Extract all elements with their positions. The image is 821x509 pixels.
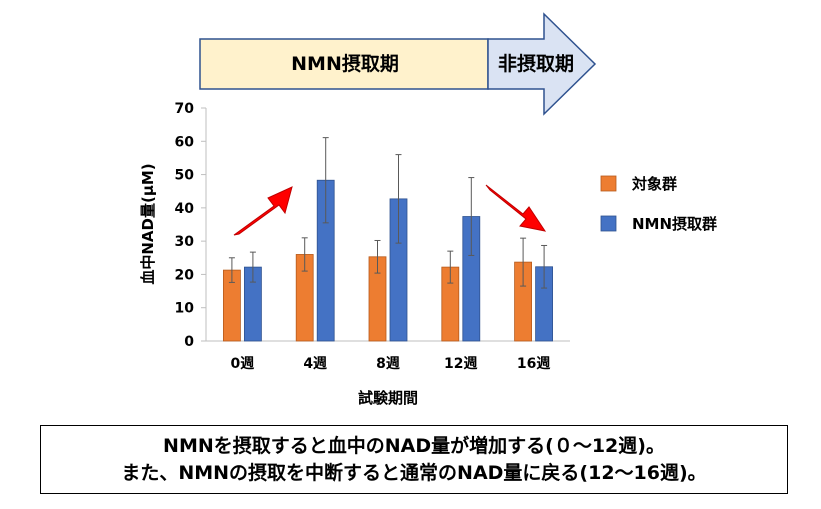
caption-line-2: また、NMNの摂取を中断すると通常のNAD量に戻る(12～16週)。 bbox=[121, 461, 707, 484]
error-bar-marks bbox=[228, 137, 548, 289]
x-tick-label: 0週 bbox=[231, 356, 255, 372]
increase-arrow bbox=[233, 186, 293, 236]
legend-swatch bbox=[600, 175, 617, 192]
x-tick-label: 16週 bbox=[517, 356, 550, 372]
y-tick-label: 30 bbox=[175, 234, 195, 250]
y-tick-labels: 0 10 20 30 40 50 60 70 bbox=[175, 101, 206, 350]
legend-label: NMN摂取群 bbox=[632, 215, 717, 233]
y-tick-label: 50 bbox=[175, 168, 195, 184]
non-intake-phase-label: 非摂取期 bbox=[498, 52, 574, 75]
intake-phase-label: NMN摂取期 bbox=[291, 52, 399, 75]
caption-box: NMNを摂取すると血中のNAD量が増加する(０～12週)。 また、NMNの摂取を… bbox=[40, 425, 788, 494]
x-tick-label: 4週 bbox=[303, 356, 327, 372]
y-tick-label: 60 bbox=[175, 134, 195, 150]
x-tick-label: 12週 bbox=[444, 356, 477, 372]
y-tick-label: 0 bbox=[184, 334, 194, 350]
y-axis-title: 血中NAD量(μM) bbox=[139, 163, 157, 284]
y-tick-label: 40 bbox=[175, 201, 195, 217]
y-tick-label: 20 bbox=[175, 267, 195, 283]
y-tick-label: 70 bbox=[175, 101, 195, 117]
decrease-arrow bbox=[485, 184, 547, 232]
bar-marks bbox=[222, 179, 553, 342]
non-intake-phase-arrow bbox=[487, 12, 597, 116]
x-axis-title: 試験期間 bbox=[358, 389, 418, 407]
x-tick-label: 8週 bbox=[376, 356, 400, 372]
legend-label: 対象群 bbox=[631, 175, 677, 193]
intake-phase-box bbox=[199, 38, 489, 90]
legend-swatch bbox=[600, 215, 617, 232]
caption-line-1: NMNを摂取すると血中のNAD量が増加する(０～12週)。 bbox=[163, 434, 665, 457]
phase-banner: NMN摂取期 非摂取期 bbox=[199, 12, 597, 116]
y-tick-label: 10 bbox=[175, 301, 195, 317]
legend: 対象群 NMN摂取群 bbox=[600, 175, 717, 233]
x-tick-labels: 0週 4週 8週 12週 16週 bbox=[231, 356, 551, 372]
